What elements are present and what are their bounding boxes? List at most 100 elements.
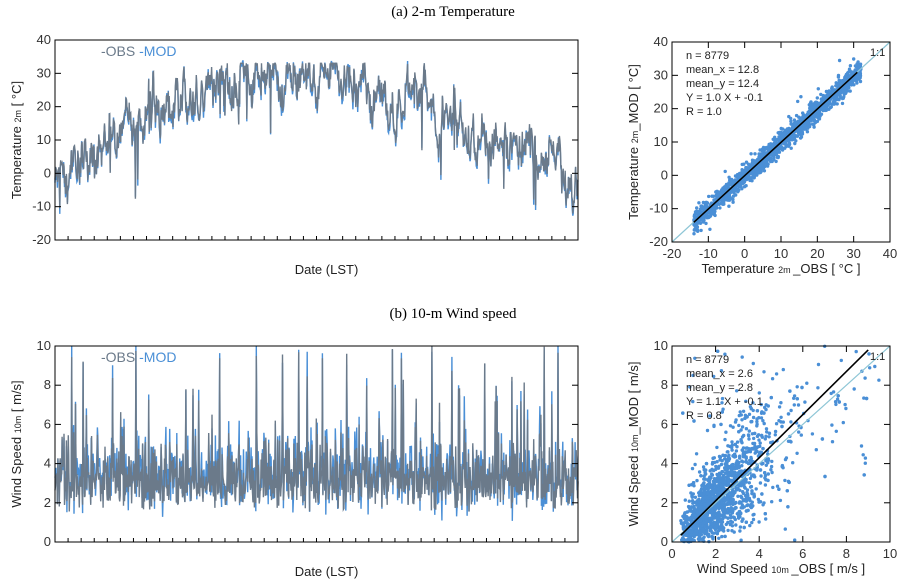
scatter-point: [746, 176, 751, 180]
scatter-point: [839, 358, 843, 363]
scatter-point: [712, 477, 717, 481]
scatter-point: [730, 471, 735, 475]
scatter-point: [757, 416, 761, 420]
scatter-point: [752, 512, 756, 517]
scatter-point: [795, 385, 799, 389]
scatter-point: [783, 478, 787, 483]
scatter-point: [699, 488, 703, 493]
scatter-point: [744, 509, 749, 513]
scatter-point: [702, 477, 706, 481]
scatter-point: [782, 133, 786, 138]
scatter-point: [788, 389, 792, 393]
scatter-point: [759, 402, 763, 407]
y-tick-label: 8: [44, 377, 51, 392]
y-tick-label: 8: [661, 377, 668, 392]
scatter-point: [852, 57, 856, 61]
scatter-point: [873, 364, 877, 369]
temperature-scatter-panel: 1:1 -20 -10 0 10 20 30 40 -20 -10 0 10 20 30 40 n = 877…: [626, 34, 897, 276]
scatter-point: [844, 77, 848, 82]
scatter-point: [710, 467, 714, 472]
scatter-point: [681, 411, 685, 415]
scatter-point: [792, 403, 796, 407]
scatter-point: [830, 90, 835, 94]
obs-series-line: [54, 345, 579, 513]
scatter-point: [750, 489, 754, 493]
scatter-point: [716, 511, 721, 516]
scatter-point: [764, 463, 768, 467]
scatter-point: [837, 81, 842, 86]
scatter-point: [705, 504, 709, 508]
scatter-point: [867, 352, 871, 356]
scatter-point: [760, 153, 765, 158]
scatter-point: [717, 528, 721, 532]
scatter-point: [735, 175, 739, 179]
scatter-point: [685, 515, 689, 519]
section-title-wind: (b) 10-m Wind speed: [389, 306, 517, 322]
scatter-point: [719, 476, 723, 480]
scatter-point: [778, 498, 783, 503]
scatter-point: [703, 506, 707, 510]
scatter-point: [834, 81, 838, 85]
scatter-point: [761, 145, 766, 150]
scatter-point: [726, 528, 730, 533]
scatter-point: [697, 533, 702, 537]
wind-timeseries-panel: 0 2 4 6 8 10 -OBS -MOD Date (LST) Wind Speed 10m…: [9, 338, 579, 579]
scatter-point: [747, 497, 751, 501]
scatter-point: [726, 516, 730, 520]
scatter-point: [789, 122, 793, 126]
scatter-point: [715, 519, 720, 523]
scatter-point: [830, 423, 834, 427]
scatter-point: [793, 123, 798, 127]
scatter-point: [812, 113, 816, 118]
scatter-point: [727, 457, 732, 461]
scatter-point: [813, 120, 818, 125]
scatter-point: [741, 498, 745, 502]
scatter-point: [863, 376, 867, 380]
scatter-point: [731, 462, 735, 467]
scatter-point: [736, 471, 740, 475]
scatter-point: [744, 399, 748, 403]
x-tick-label: 0: [741, 246, 748, 261]
scatter-point: [730, 448, 734, 452]
scatter-point: [780, 424, 784, 429]
scatter-point: [793, 538, 797, 542]
stat-line: mean_x = 12.8: [686, 64, 759, 76]
scatter-point: [734, 193, 738, 197]
scatter-point: [779, 401, 783, 405]
scatter-point: [720, 520, 725, 524]
y-tick-label: 10: [654, 134, 668, 149]
scatter-point: [717, 190, 721, 194]
scatter-point: [761, 446, 765, 451]
y-tick-label: 0: [661, 167, 668, 182]
stat-line: R = 0.8: [686, 410, 722, 422]
scatter-point: [707, 194, 711, 199]
wind-scatter-panel: 1:1 0 2 4 6 8 10 0 2 4 6 8 10 n = 8779 mean_x = 2.6 mea…: [626, 338, 897, 576]
scatter-point: [806, 126, 810, 130]
scatter-point: [713, 507, 718, 511]
stat-line: n = 8779: [686, 50, 729, 62]
scatter-point: [692, 419, 696, 423]
scatter-point: [848, 89, 852, 93]
scatter-point: [770, 459, 774, 464]
scatter-point: [710, 484, 714, 489]
scatter-point: [762, 501, 766, 505]
scatter-point: [755, 167, 760, 171]
scatter-point: [752, 169, 756, 173]
scatter-point: [856, 74, 860, 78]
scatter-point: [735, 389, 739, 393]
scatter-point: [749, 484, 754, 489]
scatter-point: [731, 497, 735, 502]
scatter-point: [744, 446, 748, 450]
x-tick-label: 40: [883, 246, 897, 261]
x-tick-label: 8: [843, 546, 850, 561]
scatter-point: [740, 355, 744, 359]
scatter-point: [770, 500, 774, 504]
scatter-point: [720, 534, 724, 539]
scatter-point: [696, 210, 700, 215]
scatter-point: [764, 434, 768, 438]
scatter-point: [764, 517, 768, 521]
scatter-point: [708, 227, 712, 231]
scatter-point: [837, 78, 841, 83]
y-tick-label: 4: [661, 456, 668, 471]
scatter-point: [726, 477, 731, 481]
